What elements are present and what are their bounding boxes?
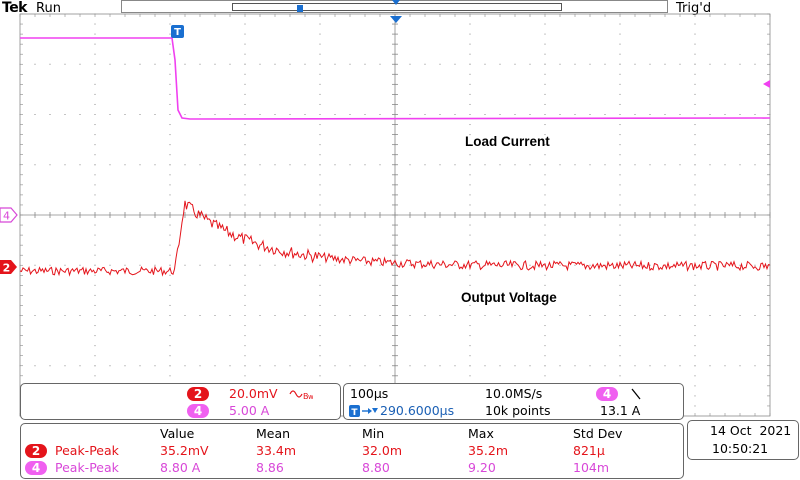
bandwidth-limit-icon: B w [289, 390, 313, 400]
svg-text:4: 4 [3, 210, 10, 223]
ch2-meas-badge: 2 [25, 444, 47, 458]
svg-text:T: T [351, 408, 358, 418]
time-display: 10:50:21 [712, 441, 769, 456]
svg-text:T: T [174, 27, 181, 38]
ch4-waveform [20, 37, 771, 120]
horizontal-settings-panel[interactable]: 100µs 10.0MS/s 4 T 290.6000µs 10k points… [343, 383, 684, 420]
ch2-scale[interactable]: 20.0mV [229, 386, 278, 401]
trigger-source-badge[interactable]: 4 [596, 387, 618, 401]
col-header-min: Min [362, 426, 385, 441]
date-display: 14 Oct 2021 [710, 423, 792, 438]
load-current-label: Load Current [465, 134, 550, 149]
ch2-ground-marker[interactable]: 2 [0, 260, 17, 275]
trigger-delay-icon: T [349, 405, 378, 418]
brand-logo: Tek [2, 0, 28, 16]
meas-value: 35.2mV [160, 443, 209, 458]
datetime-panel[interactable]: 14 Oct 2021 10:50:21 [687, 420, 799, 460]
col-header-value: Value [160, 426, 195, 441]
col-header-mean: Mean [256, 426, 291, 441]
meas-max: 9.20 [468, 460, 496, 475]
trigger-position-marker[interactable]: T [171, 25, 184, 38]
meas-std-dev: 104m [573, 460, 610, 475]
acquisition-run-state[interactable]: Run [36, 1, 61, 16]
meas-mean: 33.4m [256, 443, 297, 458]
output-voltage-label: Output Voltage [461, 290, 557, 305]
ch4-badge[interactable]: 4 [187, 404, 209, 418]
meas-max: 35.2m [468, 443, 509, 458]
ch4-ground-marker[interactable]: 4 [0, 207, 18, 223]
meas-min: 32.0m [362, 443, 403, 458]
trigger-position[interactable]: 290.6000µs [380, 403, 455, 418]
meas-value: 8.80 A [160, 460, 201, 475]
meas-name: Peak-Peak [55, 460, 119, 475]
meas-min: 8.80 [362, 460, 390, 475]
svg-text:B: B [303, 392, 309, 400]
ch2-badge[interactable]: 2 [187, 387, 209, 401]
vertical-settings-panel[interactable]: 2 20.0mV B w 4 5.00 A [20, 383, 341, 420]
svg-text:2: 2 [3, 262, 11, 275]
record-length[interactable]: 10k points [485, 403, 551, 418]
col-header-max: Max [468, 426, 494, 441]
falling-edge-icon[interactable] [630, 387, 642, 401]
measurements-panel[interactable]: Value Mean Min Max Std Dev 2 Peak-Peak 3… [20, 423, 684, 479]
graticule [19, 13, 771, 417]
record-trigger-marker [297, 0, 400, 12]
ch4-scale[interactable]: 5.00 A [229, 403, 270, 418]
expansion-point-marker [390, 16, 402, 23]
ch2-waveform [19, 200, 771, 277]
meas-mean: 8.86 [256, 460, 284, 475]
timebase-scale[interactable]: 100µs [350, 386, 389, 401]
meas-std-dev: 821µ [573, 443, 605, 458]
meas-name: Peak-Peak [55, 443, 119, 458]
sample-rate: 10.0MS/s [485, 386, 543, 401]
svg-text:w: w [308, 393, 313, 400]
trigger-level[interactable]: 13.1 A [600, 403, 641, 418]
col-header-std-dev: Std Dev [573, 426, 623, 441]
trigger-state: Trig'd [676, 1, 712, 16]
ch4-meas-badge: 4 [25, 461, 47, 475]
trigger-level-marker[interactable] [763, 80, 770, 88]
